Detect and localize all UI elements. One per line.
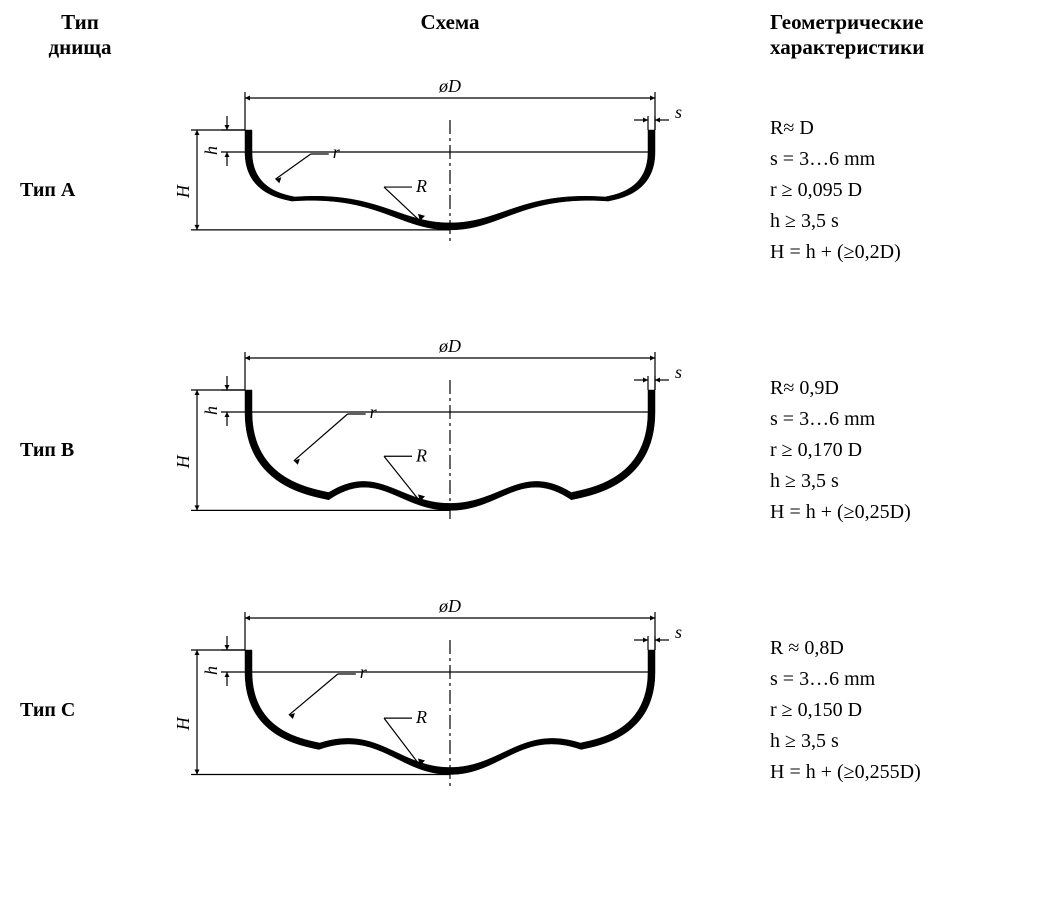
param-line: s = 3…6 mm <box>770 664 1038 695</box>
type-label: Тип B <box>20 439 140 462</box>
params-block: R≈ 0,9Ds = 3…6 mmr ≥ 0,170 Dh ≥ 3,5 sH =… <box>760 373 1038 528</box>
param-line: h ≥ 3,5 s <box>770 466 1038 497</box>
svg-text:øD: øD <box>438 596 461 616</box>
param-line: H = h + (≥0,255D) <box>770 757 1038 788</box>
header-params-l1: Геометрические <box>770 10 1038 35</box>
svg-text:s: s <box>675 362 682 382</box>
svg-text:R: R <box>415 176 427 196</box>
svg-text:h: h <box>201 146 221 155</box>
svg-text:H: H <box>173 184 193 199</box>
schema-svg: øD s h H r R <box>150 320 750 580</box>
svg-text:øD: øD <box>438 76 461 96</box>
param-line: h ≥ 3,5 s <box>770 206 1038 237</box>
params-block: R ≈ 0,8Ds = 3…6 mmr ≥ 0,150 Dh ≥ 3,5 sH … <box>760 633 1038 788</box>
schema-cell: øD s h H r R <box>150 580 750 840</box>
param-line: r ≥ 0,150 D <box>770 695 1038 726</box>
svg-text:r: r <box>370 402 378 422</box>
svg-text:h: h <box>201 406 221 415</box>
schema-cell: øD s h H r R <box>150 320 750 580</box>
type-label: Тип A <box>20 179 140 202</box>
type-label: Тип C <box>20 699 140 722</box>
param-line: H = h + (≥0,25D) <box>770 497 1038 528</box>
param-line: r ≥ 0,170 D <box>770 435 1038 466</box>
param-line: H = h + (≥0,2D) <box>770 237 1038 268</box>
spec-table: Тип днища Схема Геометрические характери… <box>20 10 1038 840</box>
svg-text:R: R <box>415 445 427 465</box>
schema-svg: øD s h H r R <box>150 580 750 840</box>
svg-text:s: s <box>675 102 682 122</box>
svg-text:R: R <box>415 707 427 727</box>
svg-text:r: r <box>360 662 368 682</box>
header-params: Геометрические характеристики <box>760 10 1038 60</box>
param-line: s = 3…6 mm <box>770 144 1038 175</box>
svg-text:r: r <box>333 142 341 162</box>
header-type-l2: днища <box>20 35 140 60</box>
header-params-l2: характеристики <box>770 35 1038 60</box>
params-block: R≈ Ds = 3…6 mmr ≥ 0,095 Dh ≥ 3,5 sH = h … <box>760 113 1038 268</box>
svg-text:øD: øD <box>438 336 461 356</box>
schema-cell: øD s h H r R <box>150 60 750 320</box>
svg-text:h: h <box>201 666 221 675</box>
param-line: R ≈ 0,8D <box>770 633 1038 664</box>
param-line: R≈ 0,9D <box>770 373 1038 404</box>
svg-text:H: H <box>173 716 193 731</box>
svg-text:H: H <box>173 454 193 469</box>
header-schema: Схема <box>150 10 750 35</box>
header-type-l1: Тип <box>20 10 140 35</box>
svg-text:s: s <box>675 622 682 642</box>
header-type: Тип днища <box>20 10 140 60</box>
param-line: r ≥ 0,095 D <box>770 175 1038 206</box>
param-line: h ≥ 3,5 s <box>770 726 1038 757</box>
param-line: R≈ D <box>770 113 1038 144</box>
schema-svg: øD s h H r R <box>150 60 750 320</box>
param-line: s = 3…6 mm <box>770 404 1038 435</box>
